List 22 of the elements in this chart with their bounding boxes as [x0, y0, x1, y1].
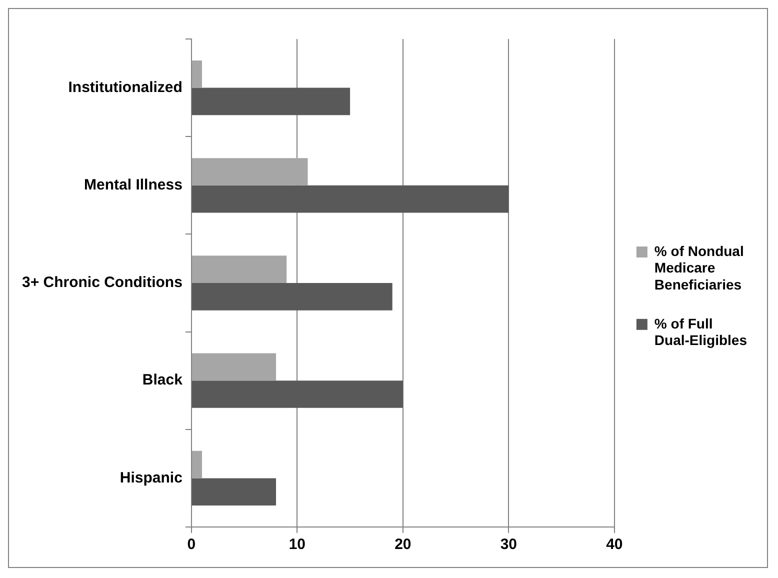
- bar: [192, 60, 202, 88]
- legend-label: % of Nondual Medicare Beneficiaries: [654, 242, 744, 292]
- bar: [192, 478, 276, 506]
- y-tick-label: Institutionalized: [68, 78, 182, 96]
- x-tick-label: 40: [606, 536, 623, 554]
- y-tick-label: 3+ Chronic Conditions: [22, 274, 182, 292]
- bar: [192, 450, 202, 478]
- bar: [192, 158, 308, 186]
- bar: [192, 283, 392, 310]
- y-tick-label: Black: [142, 372, 184, 389]
- x-tick-label: 20: [394, 536, 412, 554]
- bar: [192, 353, 276, 381]
- bar: [192, 185, 509, 213]
- bar: [192, 380, 403, 408]
- x-tick-label: 0: [187, 536, 196, 554]
- bar: [192, 256, 287, 283]
- x-tick-label: 10: [288, 536, 306, 554]
- x-tick-label: 30: [500, 536, 518, 554]
- y-tick-label: Hispanic: [120, 469, 182, 486]
- bar: [192, 88, 350, 116]
- y-tick-label: Mental Illness: [84, 176, 182, 194]
- legend-label: % of Full Dual-Eligibles: [654, 315, 748, 348]
